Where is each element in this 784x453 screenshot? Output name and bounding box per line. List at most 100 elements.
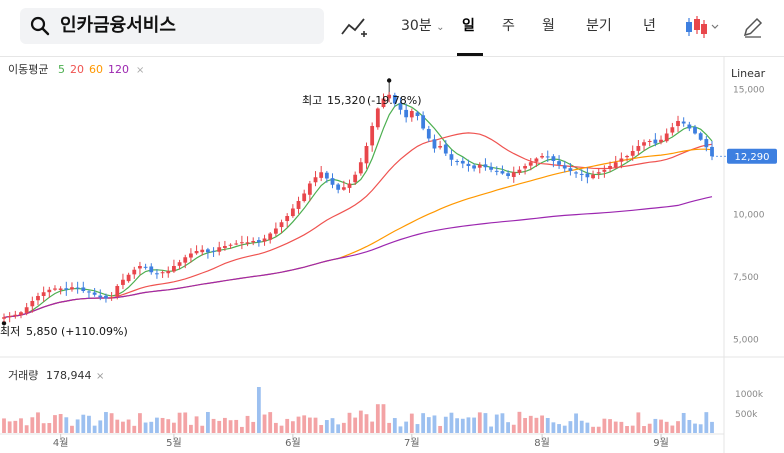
last-price-badge bbox=[727, 148, 777, 164]
volume-bar bbox=[24, 425, 29, 433]
candle bbox=[279, 219, 284, 234]
candle bbox=[687, 121, 692, 132]
candle bbox=[477, 162, 482, 174]
scale-mode-label[interactable]: Linear bbox=[731, 67, 766, 80]
volume-bar bbox=[358, 410, 363, 433]
candle bbox=[562, 160, 567, 173]
volume-bar bbox=[455, 418, 460, 433]
volume-bar bbox=[704, 412, 709, 433]
volume-bar bbox=[545, 418, 550, 433]
tab-quarter[interactable]: 분기 bbox=[586, 18, 612, 34]
volume-bar bbox=[58, 414, 63, 433]
volume-bar bbox=[562, 425, 567, 433]
volume-bar bbox=[517, 411, 522, 433]
tab-day[interactable]: 일 bbox=[462, 18, 475, 34]
candle-type-icon[interactable] bbox=[684, 14, 722, 40]
volume-bar bbox=[121, 421, 125, 433]
candle bbox=[557, 155, 561, 169]
volume-bar bbox=[551, 422, 556, 433]
ma-legend-close-icon[interactable]: × bbox=[136, 65, 144, 76]
ma-legend-period-120: 120 bbox=[108, 63, 129, 76]
volume-bar bbox=[676, 421, 680, 433]
volume-bar bbox=[268, 412, 273, 433]
volume-bar bbox=[698, 424, 703, 433]
candle bbox=[409, 108, 414, 122]
candle bbox=[353, 171, 358, 186]
volume-bar bbox=[19, 418, 23, 433]
candle bbox=[664, 128, 669, 143]
candle bbox=[472, 163, 477, 172]
trendline-draw-icon[interactable] bbox=[340, 14, 368, 40]
volume-bar bbox=[596, 426, 601, 433]
candle bbox=[330, 173, 335, 189]
low-label-change: (+110.09%) bbox=[61, 325, 128, 338]
candle bbox=[296, 196, 301, 214]
volume-bar bbox=[511, 424, 516, 433]
candle bbox=[132, 266, 137, 279]
period-select[interactable]: 30분 ⌄ bbox=[401, 16, 445, 38]
search-icon[interactable] bbox=[30, 16, 50, 36]
candle bbox=[251, 237, 256, 246]
tab-month[interactable]: 월 bbox=[542, 18, 555, 34]
ma-legend: 이동평균 5 20 60 120 × bbox=[8, 63, 144, 76]
pencil-icon[interactable] bbox=[740, 14, 766, 40]
volume-bar bbox=[364, 414, 369, 433]
price-axis: 5,000 7,500 10,000 15,000 bbox=[712, 86, 765, 346]
candle bbox=[449, 149, 454, 166]
price-tick-label: 15,000 bbox=[733, 86, 765, 96]
month-label: 9월 bbox=[653, 437, 669, 449]
volume-bar bbox=[647, 423, 652, 433]
candle bbox=[143, 263, 148, 270]
volume-bar bbox=[239, 426, 244, 433]
volume-bar bbox=[387, 422, 392, 433]
volume-bar bbox=[489, 426, 494, 433]
volume-bar bbox=[194, 416, 199, 433]
tab-week[interactable]: 주 bbox=[502, 18, 515, 34]
volume-bar bbox=[64, 417, 69, 433]
candle bbox=[70, 282, 74, 292]
volume-bar bbox=[664, 421, 669, 433]
volume-bar bbox=[591, 426, 595, 433]
volume-bar bbox=[642, 426, 646, 433]
candle bbox=[149, 263, 154, 275]
candle bbox=[545, 150, 550, 162]
volume-bar bbox=[273, 422, 278, 433]
candle bbox=[387, 91, 392, 103]
volume-bar bbox=[568, 421, 573, 433]
candle bbox=[398, 97, 403, 115]
volume-bar bbox=[681, 412, 686, 433]
candle bbox=[443, 140, 448, 156]
candle bbox=[523, 163, 527, 175]
candle bbox=[285, 213, 290, 228]
candle bbox=[540, 153, 544, 159]
candle bbox=[392, 92, 397, 107]
volume-bar bbox=[200, 425, 205, 433]
stock-chart[interactable]: 500k 1000k 5,000 7,500 10,000 15,000 4월 5월 6월 7… bbox=[0, 56, 784, 453]
volume-bar bbox=[613, 421, 618, 433]
candle bbox=[483, 158, 488, 171]
high-label-value: 15,320 bbox=[327, 94, 366, 107]
candle bbox=[319, 165, 324, 182]
volume-bar bbox=[87, 415, 91, 433]
candlestick-series bbox=[2, 91, 714, 323]
candle bbox=[517, 166, 522, 175]
volume-bar bbox=[70, 425, 74, 433]
candle bbox=[693, 124, 697, 135]
volume-bar bbox=[528, 415, 533, 433]
volume-bar bbox=[483, 413, 488, 433]
tab-year[interactable]: 년 bbox=[643, 18, 656, 34]
candle bbox=[579, 169, 584, 182]
candle bbox=[534, 157, 539, 167]
low-label-name: 최저 bbox=[0, 325, 20, 338]
candle bbox=[256, 237, 261, 247]
candle bbox=[613, 155, 618, 170]
volume-bar bbox=[172, 422, 176, 433]
volume-bar bbox=[143, 422, 148, 433]
candle bbox=[228, 243, 233, 249]
candle bbox=[172, 259, 176, 273]
volume-bar bbox=[432, 415, 437, 433]
volume-legend-close-icon[interactable]: × bbox=[96, 371, 104, 382]
candle bbox=[206, 247, 210, 259]
stock-search-box[interactable]: 인카금융서비스 bbox=[20, 8, 324, 44]
candle bbox=[58, 286, 63, 295]
